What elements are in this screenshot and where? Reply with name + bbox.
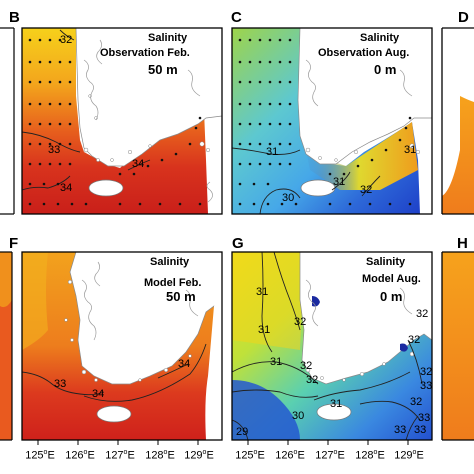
station-dots <box>28 38 202 206</box>
contour-label: 34 <box>92 388 105 400</box>
contour-label: 34 <box>60 182 73 194</box>
contour-label: 31 <box>404 144 417 156</box>
panel-b-map <box>21 27 223 215</box>
panel-d-partial <box>441 27 474 215</box>
panel-b-subtitle: Observation Feb. <box>100 47 190 59</box>
panel-label-c: C <box>231 9 242 26</box>
contour-label: 31 <box>256 286 269 298</box>
contour-label: 34 <box>132 158 145 170</box>
panel-g-subtitle: Model Aug. <box>362 273 421 285</box>
panel-f-title: Salinity <box>150 256 190 268</box>
contour-label: 30 <box>292 410 305 422</box>
contour-label: 33 <box>54 378 67 390</box>
panel-f-depth: 50 m <box>166 289 196 304</box>
panel-c-subtitle: Observation Aug. <box>318 47 410 59</box>
contour-label: 32 <box>306 374 319 386</box>
obs-field <box>22 28 208 214</box>
panel-g-map <box>231 251 433 441</box>
x-tick-label: 126oE <box>275 449 305 462</box>
contour-label: 33 <box>414 424 427 436</box>
panel-a-partial <box>0 27 15 215</box>
panel-g-title: Salinity <box>366 256 406 268</box>
panel-label-g: G <box>232 235 244 252</box>
contour-label: 33 <box>48 144 61 156</box>
contour-label: 34 <box>178 358 191 370</box>
panel-c-depth: 0 m <box>374 62 397 77</box>
panel-c-title: Salinity <box>360 32 400 44</box>
panel-f-subtitle: Model Feb. <box>144 277 202 289</box>
contour-label: 31 <box>266 146 279 158</box>
x-tick-label: 129oE <box>394 449 424 462</box>
x-tick-label: 126oE <box>65 449 95 462</box>
contour-label: 30 <box>282 192 295 204</box>
panel-e-partial <box>0 251 13 441</box>
x-tick-label: 127oE <box>105 449 135 462</box>
x-axis-ticks <box>37 440 409 445</box>
x-tick-label: 125oE <box>25 449 55 462</box>
contour-label: 32 <box>60 34 73 46</box>
panel-label-b: B <box>9 9 20 26</box>
contour-label: 31 <box>330 398 343 410</box>
contour-label: 32 <box>410 396 423 408</box>
contour-label: 33 <box>420 380 433 392</box>
panel-c-map <box>231 27 433 215</box>
land-jeju <box>88 179 124 197</box>
x-tick-label: 127oE <box>315 449 345 462</box>
panel-b-title: Salinity <box>148 32 188 44</box>
contour-label: 29 <box>236 426 249 438</box>
contour-label: 31 <box>333 176 346 188</box>
contour-label: 32 <box>294 316 307 328</box>
x-tick-label: 129oE <box>184 449 214 462</box>
x-tick-label: 128oE <box>355 449 385 462</box>
x-tick-label: 128oE <box>145 449 175 462</box>
contour-label: 31 <box>258 324 271 336</box>
contour-label: 32 <box>360 184 373 196</box>
panel-label-f: F <box>9 235 19 252</box>
panel-b-depth: 50 m <box>148 62 178 77</box>
panel-h-partial <box>441 251 474 441</box>
contour-label: 32 <box>420 366 433 378</box>
panel-f-map <box>21 251 223 441</box>
contour-label: 33 <box>418 412 431 424</box>
contour-label: 32 <box>408 334 421 346</box>
contour-label: 33 <box>394 424 407 436</box>
contour-label: 32 <box>300 360 313 372</box>
contour-label: 32 <box>416 308 429 320</box>
panel-label-d: D <box>458 9 469 26</box>
contour-label: 31 <box>270 356 283 368</box>
panel-label-h: H <box>457 235 468 252</box>
x-tick-label: 125oE <box>235 449 265 462</box>
panel-g-depth: 0 m <box>380 289 403 304</box>
